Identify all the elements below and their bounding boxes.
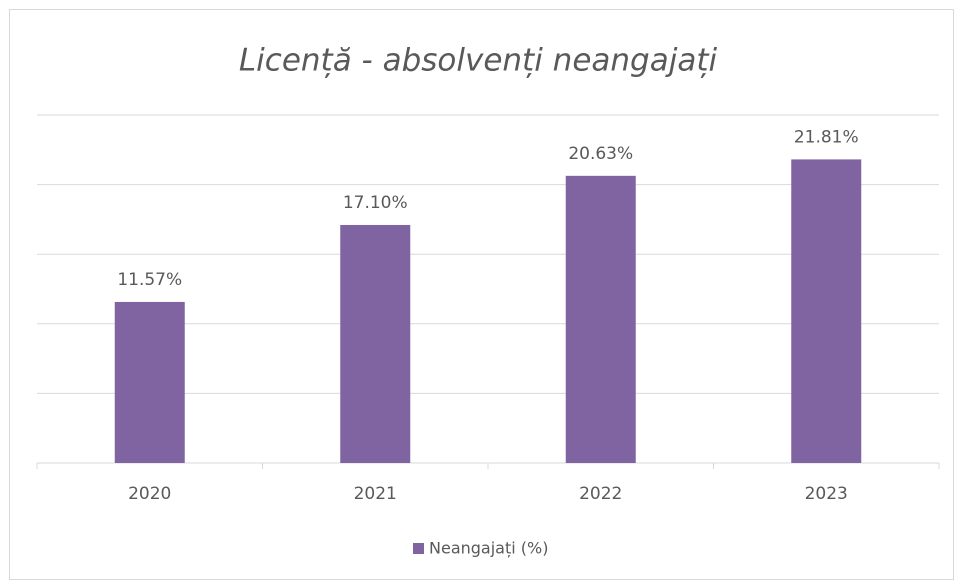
legend-swatch (413, 543, 424, 554)
bar (114, 301, 185, 463)
bar (340, 224, 411, 463)
data-label: 11.57% (117, 270, 182, 290)
bar (791, 159, 862, 464)
chart-title: Licență - absolvenți neangajați (239, 43, 718, 79)
x-tick-label: 2020 (128, 484, 171, 504)
legend-label: Neangajați (%) (429, 539, 548, 558)
data-label: 20.63% (568, 144, 633, 164)
x-tick-label: 2022 (579, 484, 622, 504)
x-tick-label: 2023 (805, 484, 848, 504)
x-tick-label: 2021 (354, 484, 397, 504)
bar (565, 175, 636, 464)
data-label: 17.10% (343, 193, 408, 213)
data-label: 21.81% (794, 127, 859, 147)
